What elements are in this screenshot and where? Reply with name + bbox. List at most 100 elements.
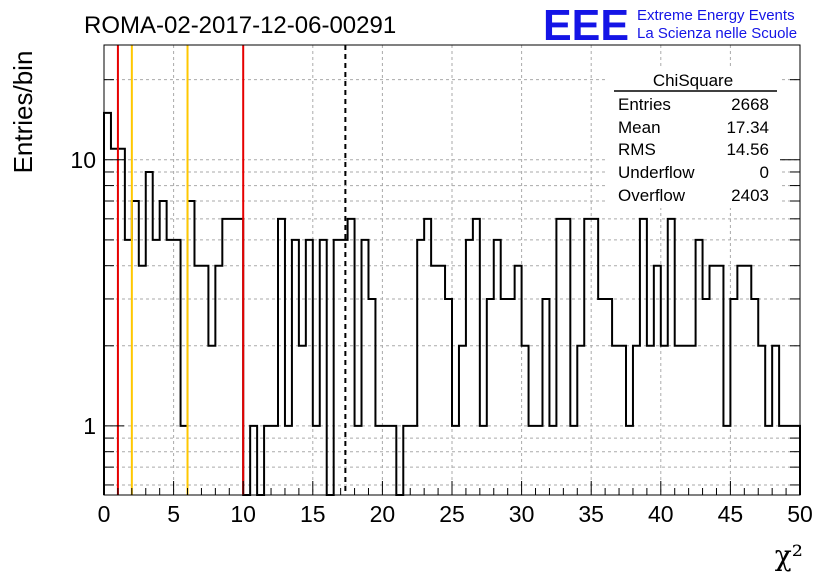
histogram-bin [445, 299, 452, 495]
stats-value-underflow: 0 [760, 163, 769, 182]
run-title: ROMA-02-2017-12-06-00291 [84, 12, 396, 39]
histogram-bin [508, 299, 515, 495]
histogram-bin [153, 240, 160, 495]
histogram-bin [640, 219, 647, 495]
histogram-bin [654, 266, 661, 495]
x-tick-label: 35 [578, 501, 604, 527]
y-axis-label: Entries/bin [8, 51, 38, 174]
histogram-bin [730, 299, 737, 495]
histogram-bin [362, 240, 369, 495]
histogram-bin [229, 219, 236, 495]
histogram-bin [208, 346, 215, 495]
histogram-bin [320, 240, 327, 495]
histogram-bin [633, 346, 640, 495]
histogram-bin [174, 240, 181, 495]
y-tick-label: 10 [70, 147, 96, 173]
histogram-bin [348, 219, 355, 495]
histogram-bin [577, 346, 584, 495]
histogram-bin [368, 299, 375, 495]
histogram-bin [563, 219, 570, 495]
histogram-bin [160, 201, 167, 495]
histogram-step-line [103, 111, 801, 496]
x-tick-label: 5 [167, 501, 180, 527]
logo-line-1: Extreme Energy Events [637, 7, 795, 24]
histogram-bin [334, 240, 341, 495]
histogram-bin [341, 240, 348, 495]
histogram-bin [612, 346, 619, 495]
histogram-bin [689, 346, 696, 495]
histogram-bin [772, 346, 779, 495]
histogram-bin [292, 240, 299, 495]
histogram-bin [682, 346, 689, 495]
marker-lines [116, 45, 347, 495]
histogram-bin [758, 346, 765, 495]
x-tick-label: 0 [98, 501, 111, 527]
histogram-bin [299, 346, 306, 495]
x-axis-label: χ² [775, 539, 803, 572]
histogram-bin [661, 346, 668, 495]
histogram-bin [306, 240, 313, 495]
histogram-bin [473, 219, 480, 495]
histogram-bin [556, 219, 563, 495]
histogram-bin [431, 266, 438, 495]
stats-label-mean: Mean [618, 118, 661, 137]
histogram-bin [522, 346, 529, 495]
histogram-bin [647, 346, 654, 495]
histogram-bin [222, 219, 229, 495]
x-tick-label: 50 [787, 501, 813, 527]
histogram-bin [744, 266, 751, 495]
histogram-bin [132, 201, 139, 495]
stats-value-entries: 2668 [731, 95, 769, 114]
stats-title: ChiSquare [653, 71, 733, 90]
histogram-bin [278, 219, 285, 495]
eee-logo: EEE [543, 1, 629, 50]
histogram-bin [696, 240, 703, 495]
histogram-bin [675, 346, 682, 495]
histogram-bin [201, 266, 208, 495]
stats-label-underflow: Underflow [618, 163, 695, 182]
logo-line-2: La Scienza nelle Scuole [637, 25, 797, 42]
histogram-bin [167, 240, 174, 495]
histogram-bin [125, 240, 132, 495]
stats-label-entries: Entries [618, 95, 671, 114]
histogram-bin [459, 346, 466, 495]
stats-box: ChiSquare Entries 2668 Mean 17.34 RMS 14… [606, 68, 780, 208]
plot-frame [103, 44, 801, 496]
histogram-bin [751, 299, 758, 495]
histogram-bin [139, 266, 146, 495]
histogram-bin [146, 172, 153, 495]
histogram-bin [584, 219, 591, 495]
histogram-bin [188, 201, 195, 495]
stats-label-rms: RMS [618, 140, 656, 159]
histogram-bin [515, 266, 522, 495]
histogram-bin [501, 299, 508, 495]
histogram-bin [424, 219, 431, 495]
histogram-bin [716, 266, 723, 495]
x-tick-label: 10 [230, 501, 256, 527]
stats-value-rms: 14.56 [726, 140, 769, 159]
x-tick-label: 45 [718, 501, 744, 527]
x-tick-label: 30 [509, 501, 535, 527]
histogram-bin [710, 266, 717, 495]
x-tick-label: 40 [648, 501, 674, 527]
histogram-bin [668, 219, 675, 495]
histogram-bin [215, 266, 222, 495]
x-tick-label: 25 [439, 501, 465, 527]
histogram-bin [236, 219, 243, 495]
histogram-bin [438, 266, 445, 495]
histogram-bars [103, 111, 801, 496]
histogram-bin [194, 266, 201, 495]
histogram-bin [466, 240, 473, 495]
x-tick-label: 20 [370, 501, 396, 527]
stats-value-mean: 17.34 [726, 118, 769, 137]
histogram-bin [737, 266, 744, 495]
histogram-bin [494, 240, 501, 495]
histogram-bin [591, 219, 598, 495]
histogram-bin [417, 240, 424, 495]
axis-ticks: 0 5 10 15 20 25 30 35 40 45 50 1 10 [70, 79, 813, 527]
x-tick-label: 15 [300, 501, 326, 527]
stats-label-overflow: Overflow [618, 186, 686, 205]
histogram-bin [487, 299, 494, 495]
stats-value-overflow: 2403 [731, 186, 769, 205]
